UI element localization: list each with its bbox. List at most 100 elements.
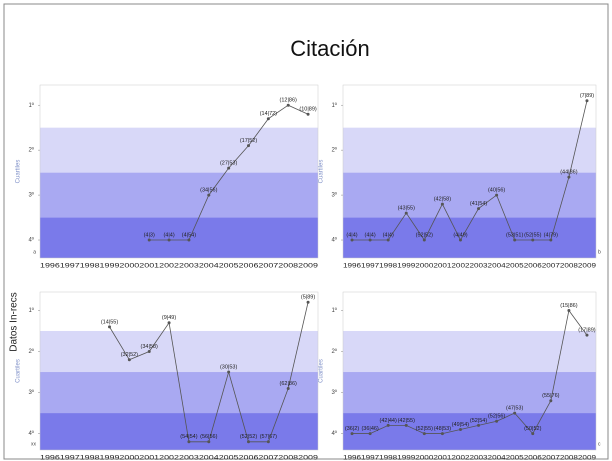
x-tick-label: 2008 (278, 455, 298, 461)
x-tick-label: 2009 (578, 263, 597, 270)
x-tick-label: 2003 (470, 455, 489, 461)
x-tick-label: 2004 (199, 455, 219, 461)
point-label: (36|46) (361, 426, 378, 432)
y-axis-label: Cuartiles (16, 160, 22, 184)
point-label: (32|52) (121, 352, 138, 358)
data-point (207, 440, 211, 444)
data-point (247, 440, 250, 444)
plot-frame (39, 291, 319, 451)
point-label: (52|56) (488, 414, 505, 420)
point-label: (4|79) (544, 232, 558, 238)
quartile-band (343, 372, 596, 414)
point-label: (52|55) (416, 426, 433, 432)
x-tick-label: 2004 (488, 263, 507, 270)
data-point (187, 440, 191, 444)
point-label: (4|4) (346, 232, 357, 238)
point-label: (52|52) (240, 434, 257, 440)
y-tick-label: 3º (28, 192, 34, 199)
data-point (350, 432, 354, 436)
y-axis-label: Cuartiles (16, 359, 22, 383)
x-tick-label: 1998 (80, 455, 100, 461)
data-point (368, 238, 372, 242)
quartile-band (343, 172, 596, 218)
quartile-band (40, 330, 318, 373)
point-label: (54|54) (180, 434, 197, 440)
point-label: (49|54) (452, 422, 469, 428)
x-tick-label: 2005 (219, 455, 239, 461)
data-point (495, 193, 499, 197)
y-tick-label: 3º (331, 389, 337, 396)
quartile-band (40, 172, 318, 218)
quartile-band (40, 217, 318, 258)
x-tick-label: 1998 (379, 263, 398, 270)
point-label: (17|89) (578, 328, 595, 334)
quartile-band (343, 127, 596, 173)
x-tick-label: 2000 (415, 455, 434, 461)
x-tick-label: 2006 (239, 455, 259, 461)
y-tick-label: 3º (331, 192, 337, 199)
point-label: (27|53) (220, 161, 237, 167)
corner-label: xx (31, 441, 37, 447)
data-point (531, 238, 535, 242)
x-tick-label: 2000 (119, 455, 139, 461)
x-tick-label: 1996 (343, 263, 362, 270)
point-label: (48|53) (434, 426, 451, 432)
x-tick-label: 2004 (488, 455, 507, 461)
quartile-band (343, 413, 596, 450)
corner-label: c (598, 441, 601, 447)
series-line (352, 309, 588, 435)
point-label: (12|86) (280, 98, 297, 104)
x-tick-label: 2001 (139, 455, 159, 461)
x-tick-label: 1999 (100, 455, 120, 461)
data-point (549, 399, 553, 403)
quartile-band (40, 372, 318, 414)
y-tick-label: 2º (331, 348, 337, 355)
data-point (386, 238, 390, 242)
x-tick-label: 1999 (397, 455, 416, 461)
side-label: Datos In-recs (9, 292, 20, 351)
y-tick-label: 1º (331, 102, 337, 109)
point-label: (40|56) (488, 188, 505, 194)
y-tick-label: 1º (28, 307, 34, 314)
point-label: (4|4) (364, 232, 375, 238)
point-label: (4|3) (144, 232, 155, 238)
point-label: (55|76) (542, 393, 559, 399)
point-label: (4|54) (182, 232, 196, 238)
y-tick-label: 1º (331, 307, 337, 314)
x-tick-label: 2009 (298, 263, 318, 270)
data-point (227, 370, 231, 374)
point-label: (52|54) (470, 418, 487, 424)
point-label: (42|44) (380, 418, 397, 424)
x-tick-label: 2007 (542, 455, 561, 461)
data-point (147, 350, 151, 354)
y-axis-label: Cuartiles (319, 359, 325, 383)
x-tick-label: 2008 (560, 263, 579, 270)
x-tick-label: 2002 (451, 455, 470, 461)
x-tick-label: 1997 (361, 455, 380, 461)
x-tick-label: 2003 (179, 455, 199, 461)
x-tick-label: 2008 (278, 263, 298, 270)
x-tick-label: 2001 (433, 455, 452, 461)
plot-frame (342, 84, 597, 259)
x-tick-label: 1996 (343, 455, 362, 461)
point-label: (44|86) (560, 170, 577, 176)
plot-frame (39, 84, 319, 259)
data-point (440, 432, 444, 436)
quartile-band (343, 85, 596, 128)
data-point (458, 238, 462, 242)
plot-frame (342, 291, 597, 451)
x-tick-label: 1999 (397, 263, 416, 270)
y-tick-label: 4º (331, 430, 337, 437)
y-tick-label: 2º (331, 147, 337, 154)
y-tick-label: 4º (28, 237, 34, 244)
point-label: (14|55) (101, 319, 118, 325)
point-label: (4|49) (453, 232, 467, 238)
quartile-band (40, 413, 318, 450)
data-point (227, 166, 231, 170)
data-point (440, 202, 444, 206)
data-point (404, 211, 408, 215)
data-point (477, 207, 481, 211)
data-point (350, 238, 354, 242)
quartile-band (40, 127, 318, 173)
